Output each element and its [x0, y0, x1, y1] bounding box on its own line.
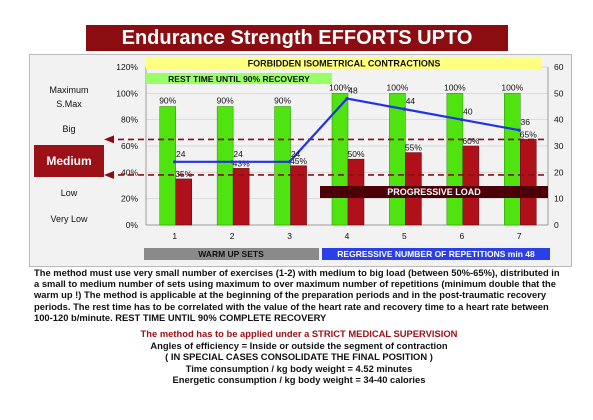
repetitions-label: 24 [291, 149, 301, 159]
red-bar-label: 45% [290, 156, 307, 166]
energetic-consumption-note: Energetic consumption / kg body weight =… [172, 374, 426, 385]
green-bar-label: 90% [217, 96, 234, 106]
forbidden-label: FORBIDDEN ISOMETRICAL CONTRACTIONS [248, 59, 441, 69]
green-bar [274, 106, 291, 226]
green-bar [446, 93, 464, 226]
chart-panel [29, 54, 572, 267]
green-bar-label: 100% [444, 82, 466, 92]
right-tick-label: 50 [554, 88, 564, 98]
repetitions-point [345, 97, 349, 101]
red-bar-label: 43% [233, 158, 250, 168]
left-tick-label: 40% [121, 167, 138, 177]
repetitions-label: 44 [406, 96, 416, 106]
left-tick-label: 100% [116, 88, 138, 98]
warmup-label: WARM UP SETS [198, 249, 264, 259]
repetitions-point [517, 128, 521, 132]
progressive-label: PROGRESSIVE LOAD [387, 187, 481, 197]
green-bar [216, 106, 234, 226]
repetitions-label: 48 [348, 86, 358, 96]
green-bar-label: 100% [501, 82, 523, 92]
rest-banner [146, 73, 332, 84]
red-bar [175, 178, 192, 226]
red-bar [462, 145, 480, 226]
x-tick-label: 6 [459, 231, 464, 241]
repetitions-label: 24 [176, 149, 186, 159]
level-low: Low [60, 188, 78, 198]
green-bar-label: 100% [329, 82, 351, 92]
green-bar [389, 93, 406, 226]
level-maximum: Maximum [49, 85, 89, 95]
repetitions-point [402, 107, 407, 111]
time-consumption-note: Time consumption / kg body weight = 4.52… [185, 362, 413, 374]
red-bar [290, 165, 307, 226]
reference-arrow [104, 135, 114, 144]
regressive-band [322, 248, 550, 260]
forbidden-banner [146, 57, 542, 69]
repetitions-point [460, 118, 464, 122]
left-tick-label: 20% [121, 194, 138, 204]
level-very-low: Very Low [50, 214, 88, 224]
description-paragraph: The method must use very small number of… [34, 267, 560, 323]
description-text: The method must use very small number of… [34, 267, 564, 323]
special-cases-note: ( IN SPECIAL CASES CONSOLIDATE THE FINAL… [165, 351, 433, 362]
medical-supervision-note: The method has to be applied under a STR… [140, 328, 458, 339]
red-bar-label: 60% [462, 136, 479, 146]
left-tick-label: 120% [116, 62, 138, 72]
right-tick-label: 0 [554, 220, 559, 230]
notes-block: The method has to be applied under a STR… [34, 328, 564, 386]
green-bar [504, 93, 521, 226]
chart: 0% 20% 40% 60% 80% 100% 120% 0 10 20 30 40 50 60 FORBI… [104, 57, 564, 260]
green-bar-label: 90% [274, 96, 291, 106]
red-bar-label: 35% [175, 169, 192, 179]
red-bar-label: 50% [347, 149, 364, 159]
repetitions-point [173, 160, 177, 164]
x-tick-label: 5 [402, 231, 407, 241]
right-tick-label: 60 [554, 62, 564, 72]
red-bar-label: 55% [405, 143, 422, 153]
reference-arrow [104, 170, 114, 179]
progressive-banner [320, 186, 548, 198]
x-tick-label: 2 [230, 231, 235, 241]
repetitions-point [287, 160, 292, 164]
level-medium: Medium [34, 145, 104, 177]
angles-note: Angles of efficiency = Inside or outside… [150, 339, 448, 351]
right-tick-label: 20 [554, 167, 564, 177]
warmup-band [144, 248, 319, 260]
repetitions-point [230, 160, 234, 164]
level-big: Big [62, 124, 76, 134]
right-tick-label: 30 [554, 141, 564, 151]
right-tick-label: 10 [554, 194, 564, 204]
right-tick-label: 40 [554, 115, 564, 125]
rest-label: REST TIME UNTIL 90% RECOVERY [168, 74, 310, 84]
regressive-label: REGRESSIVE NUMBER OF REPETITIONS min 48 [337, 249, 535, 259]
repetitions-label: 24 [233, 149, 243, 159]
x-tick-label: 3 [287, 231, 292, 241]
green-bar-label: 100% [387, 82, 409, 92]
left-tick-label: 0% [126, 220, 139, 230]
left-tick-label: 80% [121, 115, 138, 125]
left-tick-label: 60% [121, 141, 138, 151]
repetitions-label: 36 [521, 117, 531, 127]
x-tick-label: 4 [345, 231, 350, 241]
red-bar [520, 139, 537, 226]
level-smax: S.Max [56, 99, 82, 109]
red-bar [232, 168, 250, 226]
red-bar-label: 65% [520, 129, 537, 139]
x-tick-label: 7 [517, 231, 522, 241]
x-tick-label: 1 [172, 231, 177, 241]
green-bar [159, 106, 176, 226]
repetitions-label: 40 [463, 107, 473, 117]
green-bar-label: 90% [159, 96, 176, 106]
